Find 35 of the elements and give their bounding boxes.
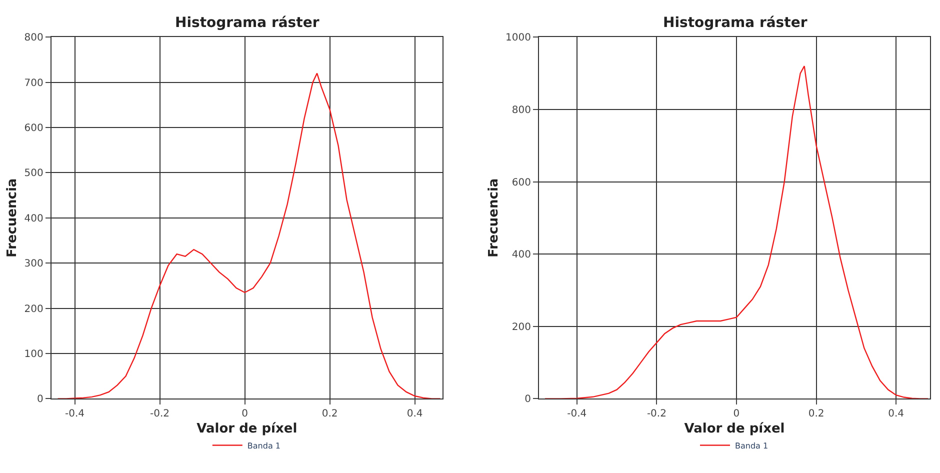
y-tick-label: 200 — [512, 322, 531, 333]
y-tick-label: 400 — [512, 250, 531, 261]
x-tick-label: 0.2 — [322, 408, 338, 420]
x-tick-label: -0.4 — [567, 408, 587, 420]
y-tick-label: 400 — [24, 213, 44, 224]
y-tick-label: 0 — [37, 394, 44, 406]
x-tick-label: 0 — [733, 408, 740, 420]
y-axis-title: Frecuencia — [5, 178, 20, 258]
x-tick-label: -0.4 — [65, 408, 85, 420]
line-series — [544, 65, 929, 399]
x-axis-title: Valor de píxel — [684, 421, 785, 436]
y-tick-label: 100 — [24, 349, 44, 360]
y-tick-label: 800 — [512, 104, 531, 116]
y-axis-title: Frecuencia — [486, 178, 502, 258]
chart-title: Histograma ráster — [175, 15, 320, 31]
line-series — [57, 72, 441, 399]
chart-title: Histograma ráster — [663, 15, 808, 31]
y-tick-label: 300 — [24, 258, 44, 270]
y-tick-label: 0 — [524, 394, 531, 406]
y-tick-label: 600 — [24, 123, 44, 134]
y-tick-label: 600 — [512, 177, 531, 188]
x-tick-label: 0.4 — [406, 408, 423, 420]
x-axis-title: Valor de píxel — [196, 421, 298, 436]
x-tick-label: 0.2 — [808, 408, 824, 420]
y-tick-label: 1000 — [506, 32, 531, 44]
legend-label: Banda 1 — [735, 441, 768, 450]
y-tick-label: 700 — [24, 78, 44, 89]
legend-label: Banda 1 — [247, 441, 280, 450]
x-tick-label: 0 — [242, 408, 248, 420]
y-tick-label: 800 — [24, 32, 44, 44]
x-tick-label: 0.4 — [888, 408, 904, 420]
y-tick-label: 200 — [24, 304, 44, 315]
x-tick-label: -0.2 — [646, 408, 666, 420]
y-tick-label: 500 — [24, 168, 44, 180]
x-tick-label: -0.2 — [150, 408, 170, 420]
